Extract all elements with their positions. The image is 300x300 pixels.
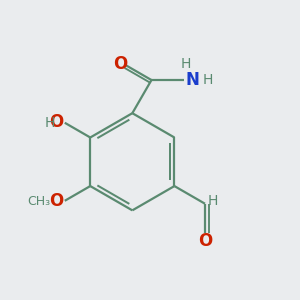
Text: O: O xyxy=(198,232,212,250)
Text: H: H xyxy=(180,57,190,71)
Text: N: N xyxy=(185,71,199,89)
Text: H: H xyxy=(208,194,218,208)
Text: CH₃: CH₃ xyxy=(28,195,51,208)
Text: H: H xyxy=(45,116,55,130)
Text: H: H xyxy=(203,73,213,87)
Text: O: O xyxy=(49,113,63,131)
Text: O: O xyxy=(49,192,63,210)
Text: O: O xyxy=(113,55,128,73)
